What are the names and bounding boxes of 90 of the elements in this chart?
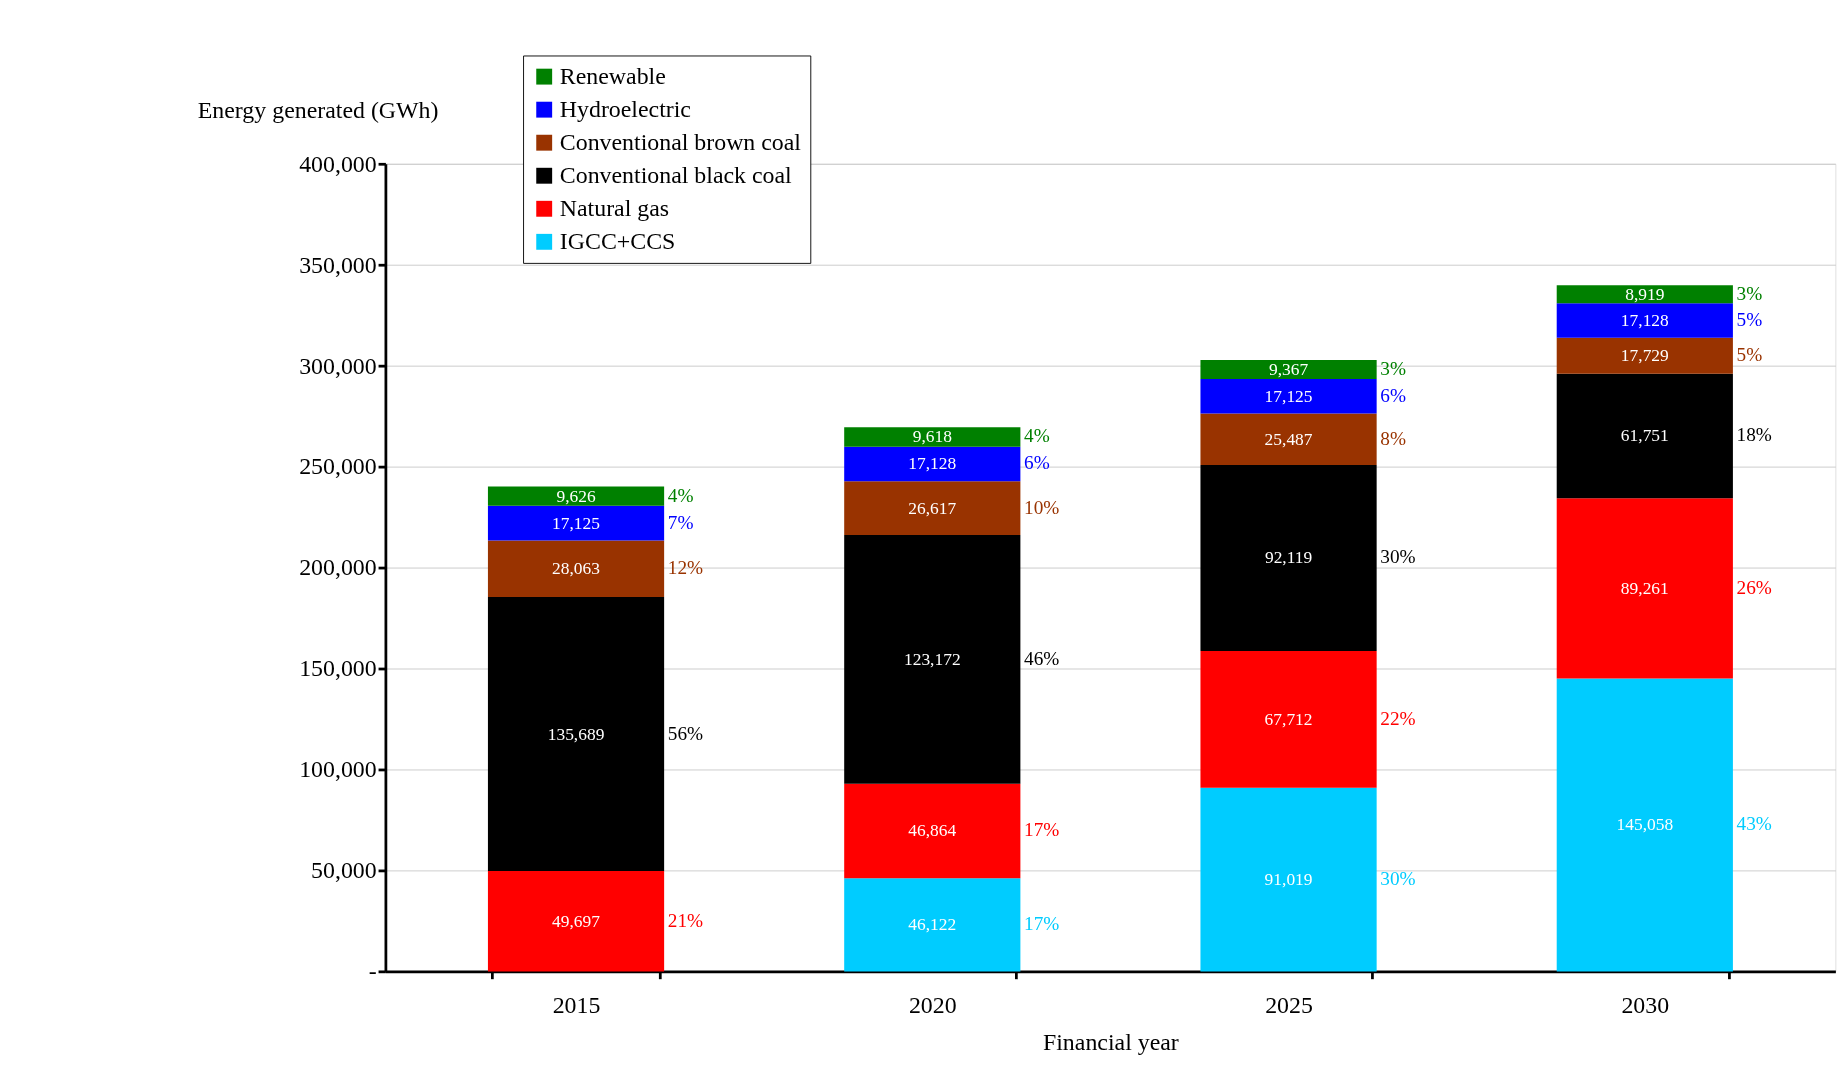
data-label: 135,689 xyxy=(547,723,605,744)
bar xyxy=(1200,787,1377,972)
y-tick-label: 100,000 xyxy=(299,756,377,783)
bar xyxy=(487,597,665,872)
data-label: 49,697 xyxy=(552,910,601,931)
data-label: 89,261 xyxy=(1620,577,1669,598)
bar xyxy=(1200,378,1377,414)
annotation: 10% xyxy=(1024,496,1060,518)
annotation: 22% xyxy=(1380,707,1416,729)
bar xyxy=(844,446,1021,482)
y-tick-label: 200,000 xyxy=(299,554,377,581)
legend-label: Natural gas xyxy=(559,195,670,222)
data-label: 123,172 xyxy=(903,648,961,669)
data-label: 67,712 xyxy=(1264,708,1313,729)
data-label: 92,119 xyxy=(1264,547,1313,568)
annotation: 43% xyxy=(1736,813,1772,835)
bar xyxy=(1556,678,1733,972)
y-axis-title: Energy generated (GWh) xyxy=(197,97,439,124)
annotation: 21% xyxy=(667,909,704,931)
data-label: 145,058 xyxy=(1616,814,1674,835)
annotation: 17% xyxy=(1024,913,1060,935)
bar xyxy=(1200,413,1377,465)
data-label: 17,125 xyxy=(552,512,601,533)
legend-label: Conventional black coal xyxy=(559,162,793,189)
data-label: 8,919 xyxy=(1625,283,1665,304)
data-label: 91,019 xyxy=(1264,869,1313,890)
legend-label: Renewable xyxy=(559,62,666,89)
annotation: 30% xyxy=(1380,868,1416,890)
data-label: 46,864 xyxy=(908,820,957,841)
annotation: 7% xyxy=(667,511,694,533)
bar xyxy=(844,481,1021,535)
data-label: 25,487 xyxy=(1264,428,1313,449)
annotation: 46% xyxy=(1024,647,1060,669)
annotation: 5% xyxy=(1736,309,1763,331)
data-label: 28,063 xyxy=(552,558,601,579)
x-axis-title: Financial year xyxy=(1042,1028,1179,1055)
legend-label: Conventional brown coal xyxy=(559,129,802,156)
annotation: 18% xyxy=(1736,424,1772,446)
y-tick-label: 400,000 xyxy=(299,150,377,177)
bar xyxy=(1556,303,1733,338)
data-label: 17,128 xyxy=(1620,310,1670,331)
bar xyxy=(1200,464,1377,651)
y-tick-label: 250,000 xyxy=(299,453,377,480)
data-label: 26,617 xyxy=(908,497,957,518)
bar xyxy=(1200,650,1377,788)
x-tick-label: 2020 xyxy=(908,992,957,1019)
data-label: 9,618 xyxy=(912,426,953,447)
annotation: 26% xyxy=(1736,576,1772,598)
bar xyxy=(487,540,665,598)
y-tick-label: 300,000 xyxy=(299,352,377,379)
bar xyxy=(1556,373,1733,499)
bar xyxy=(487,871,665,972)
legend-label: IGCC+CCS xyxy=(559,228,676,255)
annotation: 30% xyxy=(1380,546,1416,568)
annotation: 4% xyxy=(1024,425,1050,447)
annotation: 4% xyxy=(667,484,694,506)
y-tick-label: - xyxy=(368,958,377,985)
y-tick-label: 150,000 xyxy=(299,655,377,682)
bar xyxy=(1200,359,1377,379)
annotation: 17% xyxy=(1024,819,1060,841)
bar xyxy=(844,534,1021,784)
data-label: 9,367 xyxy=(1268,358,1309,379)
bar xyxy=(844,427,1021,447)
data-label: 46,122 xyxy=(908,914,957,935)
legend-label: Hydroelectric xyxy=(559,96,691,123)
annotation: 6% xyxy=(1024,452,1050,474)
bar xyxy=(487,486,665,506)
bar xyxy=(1556,285,1733,304)
bar xyxy=(1556,498,1733,679)
annotation: 3% xyxy=(1380,357,1407,379)
data-label: 17,125 xyxy=(1264,385,1313,406)
data-label: 17,128 xyxy=(908,453,957,474)
annotation: 3% xyxy=(1736,282,1763,304)
x-tick-label: 2015 xyxy=(552,992,601,1019)
annotation: 5% xyxy=(1736,344,1763,366)
bar xyxy=(1556,337,1733,374)
data-label: 61,751 xyxy=(1620,425,1669,446)
annotation: 8% xyxy=(1380,427,1407,449)
x-tick-label: 2025 xyxy=(1265,992,1313,1019)
data-label: 17,729 xyxy=(1620,345,1669,366)
bar xyxy=(844,783,1021,879)
bar xyxy=(844,878,1021,972)
y-tick-label: 50,000 xyxy=(311,857,377,884)
annotation: 6% xyxy=(1380,384,1407,406)
annotation: 12% xyxy=(667,557,704,579)
data-label: 9,626 xyxy=(556,485,596,506)
annotation: 56% xyxy=(667,722,704,744)
bar xyxy=(487,505,665,541)
x-tick-label: 2030 xyxy=(1621,992,1670,1019)
y-tick-label: 350,000 xyxy=(299,251,377,278)
